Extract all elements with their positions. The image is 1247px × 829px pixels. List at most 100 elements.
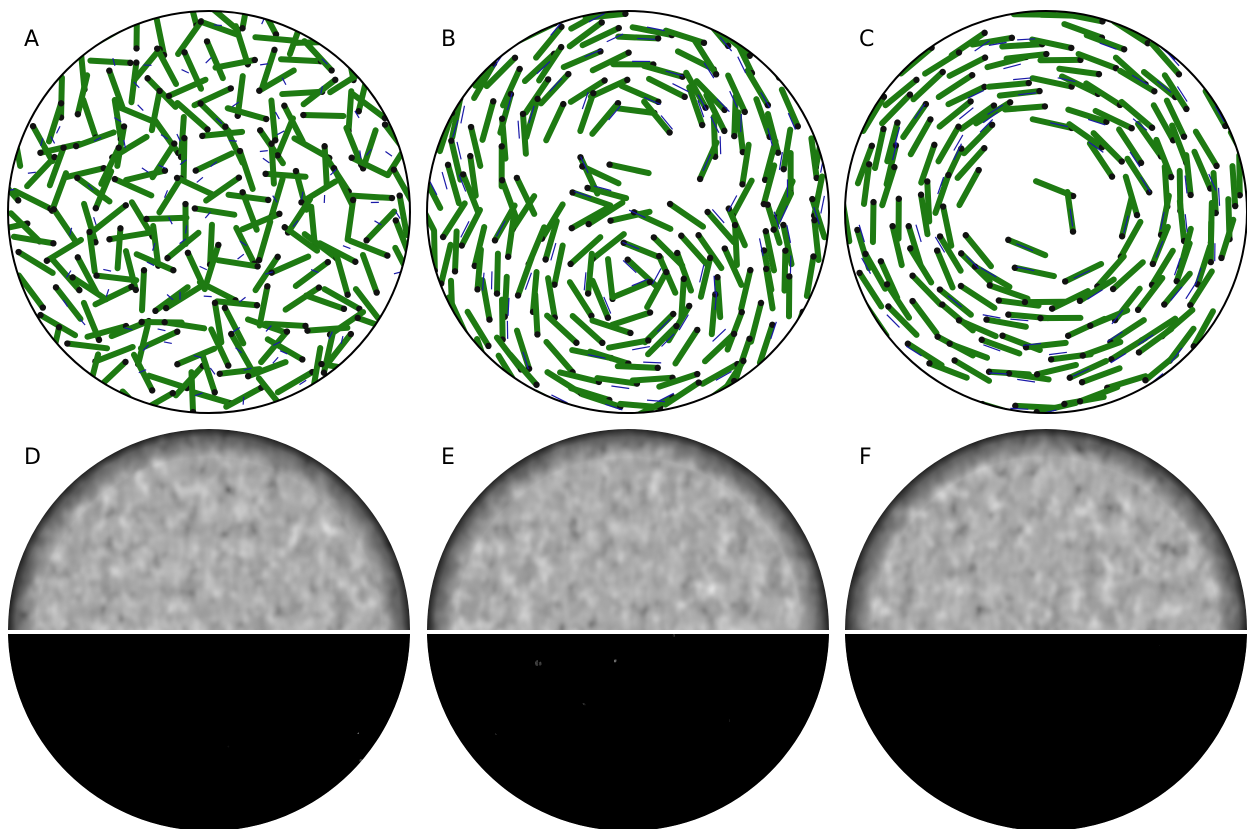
rod-icon xyxy=(579,391,624,410)
flow-arrow-icon xyxy=(603,296,612,314)
rod-icon xyxy=(228,330,255,372)
rod-icon xyxy=(86,228,98,275)
rod-head-dot xyxy=(981,83,988,91)
flow-arrow-icon xyxy=(163,190,169,198)
rod-icon xyxy=(363,208,398,244)
flow-arrow-icon xyxy=(329,169,337,176)
rod-head-dot xyxy=(171,140,178,147)
rod-head-dot xyxy=(604,314,612,321)
rod-icon xyxy=(585,199,626,228)
rod-icon xyxy=(862,250,889,292)
rod-icon xyxy=(93,358,129,393)
rod-icon xyxy=(1176,198,1188,244)
rod-icon xyxy=(507,351,540,388)
rod-icon xyxy=(98,144,122,187)
rod-icon xyxy=(161,319,208,332)
flow-arrow-icon xyxy=(242,396,245,405)
rod-icon xyxy=(803,253,817,299)
rod-icon xyxy=(505,214,517,260)
flow-arrow-icon xyxy=(199,265,208,271)
rod-icon xyxy=(879,164,898,209)
rod-head-dot xyxy=(29,122,37,130)
flow-arrow-icon xyxy=(580,156,589,174)
rod-head-dot xyxy=(889,222,896,230)
rod-head-dot xyxy=(1047,356,1055,363)
rod-icon xyxy=(303,292,347,312)
rod-icon xyxy=(74,72,91,118)
rod-head-dot xyxy=(646,309,654,316)
rod-head-dot xyxy=(1236,192,1243,199)
flow-arrow-icon xyxy=(458,174,467,192)
rod-icon xyxy=(973,99,1014,127)
flow-arrow-icon xyxy=(328,331,333,340)
flow-arrow-icon xyxy=(1048,351,1067,356)
flow-arrow-icon xyxy=(260,63,269,66)
rod-head-dot xyxy=(584,184,591,192)
flow-arrow-icon xyxy=(1173,257,1181,276)
flow-arrow-icon xyxy=(550,242,557,261)
flow-arrow-icon xyxy=(915,224,922,243)
rod-icon xyxy=(587,76,631,100)
rod-icon xyxy=(935,123,962,165)
flow-arrow-icon xyxy=(779,205,789,223)
rod-icon xyxy=(211,299,225,346)
rod-icon xyxy=(714,274,724,321)
flow-arrow-icon xyxy=(934,236,946,253)
rod-head-dot xyxy=(1021,298,1029,306)
rod-icon xyxy=(225,191,272,203)
rod-head-dot xyxy=(85,389,92,397)
rod-head-dot xyxy=(164,254,171,262)
rod-icon xyxy=(274,369,316,396)
flow-arrow-icon xyxy=(237,253,245,260)
rod-head-dot xyxy=(706,254,714,262)
rod-icon xyxy=(252,34,299,44)
rod-icon xyxy=(721,245,745,288)
panel-label-a: A xyxy=(24,27,39,52)
rod-head-dot xyxy=(588,312,595,320)
rod-head-dot xyxy=(495,49,502,57)
flow-arrow-icon xyxy=(588,12,605,23)
rod-head-dot xyxy=(681,93,688,101)
rod-head-dot xyxy=(15,248,22,256)
flow-arrow-icon xyxy=(259,149,268,153)
rod-icon xyxy=(1153,136,1175,181)
rod-icon xyxy=(543,338,576,376)
rod-icon xyxy=(15,272,46,311)
rod-icon xyxy=(900,101,929,141)
rod-icon xyxy=(471,224,488,269)
rod-head-dot xyxy=(614,99,622,107)
rod-icon xyxy=(566,279,595,319)
flow-arrows-layer xyxy=(8,16,402,405)
rod-head-dot xyxy=(936,233,944,240)
flow-arrow-icon xyxy=(262,157,270,164)
rod-head-dot xyxy=(211,389,218,396)
flow-arrow-icon xyxy=(729,90,738,108)
flow-arrow-icon xyxy=(643,96,661,106)
flow-arrow-icon xyxy=(1010,407,1029,410)
rod-icon xyxy=(1003,51,1050,62)
rod-head-dot xyxy=(738,308,745,316)
rod-head-dot xyxy=(120,123,128,130)
rod-icon xyxy=(174,100,211,133)
rod-icon xyxy=(946,340,991,361)
rod-head-dot xyxy=(69,274,76,281)
rod-head-dot xyxy=(106,236,113,243)
rod-icon xyxy=(656,371,701,390)
rod-head-dot xyxy=(883,281,891,288)
rod-icon xyxy=(277,56,324,65)
rod-icon xyxy=(756,321,776,366)
rod-head-dot xyxy=(856,269,863,277)
rod-head-dot xyxy=(714,274,721,281)
rod-head-dot xyxy=(1036,87,1043,95)
rod-head-dot xyxy=(951,357,958,364)
flow-arrow-icon xyxy=(1208,173,1217,191)
rod-head-dot xyxy=(721,127,728,135)
flow-arrow-icon xyxy=(1129,151,1141,168)
rod-icon xyxy=(538,201,566,242)
rod-head-dot xyxy=(557,43,565,51)
rod-head-dot xyxy=(498,143,505,150)
rod-icon xyxy=(224,105,270,123)
rod-head-dot xyxy=(568,224,575,232)
rod-head-dot xyxy=(1061,400,1068,408)
flow-arrow-icon xyxy=(506,92,513,111)
